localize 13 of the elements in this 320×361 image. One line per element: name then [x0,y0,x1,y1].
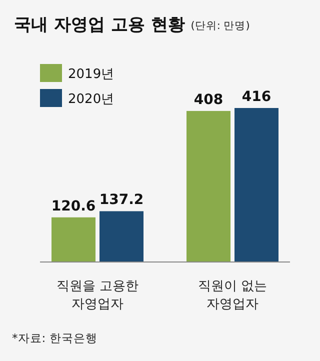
subtitle: (단위: 만명) [190,20,250,32]
data-label: 416 [242,89,272,105]
legend-label: 2019년 [68,67,114,82]
data-label: 408 [194,92,224,108]
x-tick-label: 직원이 없는 [198,279,268,294]
title: 국내 자영업 고용 현황 [14,15,185,35]
annotation: *자료: 한국은행 [12,331,98,345]
legend-label: 2020년 [68,92,114,107]
data-label: 120.6 [51,198,96,214]
x-tick-label: 자영업자 [72,297,124,312]
x-tick-label: 자영업자 [206,297,258,312]
data-label: 137.2 [99,192,144,208]
x-tick-label: 직원을 고용한 [56,279,139,294]
